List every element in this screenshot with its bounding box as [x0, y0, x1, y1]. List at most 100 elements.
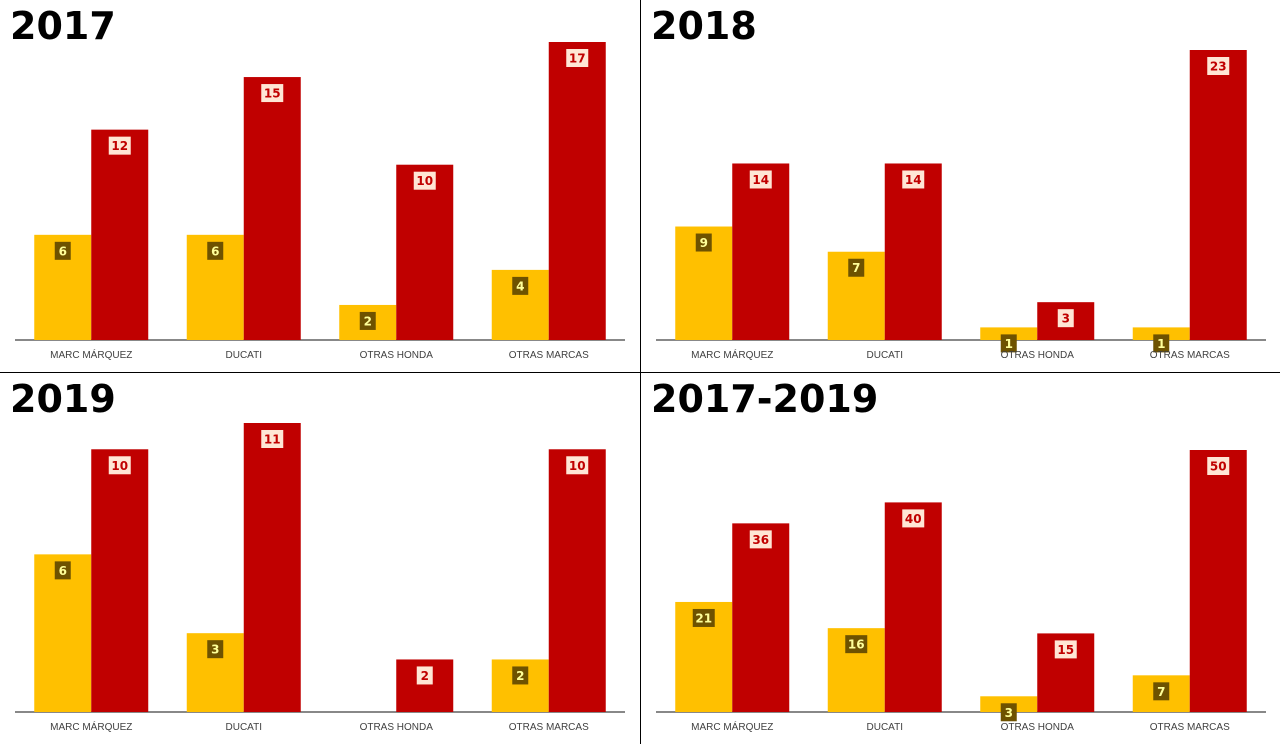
data-label-background [1000, 703, 1017, 722]
data-label-background [848, 258, 865, 277]
category-label: OTRAS MARCAS [1150, 722, 1230, 733]
data-label: 3 [1005, 706, 1013, 720]
data-label-background [695, 233, 712, 252]
bar-red [1189, 50, 1247, 340]
data-label-background [413, 171, 436, 190]
bar-red [884, 163, 942, 340]
data-label: 9 [700, 236, 708, 250]
data-label-background [54, 561, 71, 580]
category-label: OTRAS HONDA [1001, 350, 1075, 361]
data-label: 10 [111, 459, 128, 473]
data-label-background [512, 276, 529, 295]
category-label: OTRAS MARCAS [509, 350, 589, 361]
bar-red [732, 163, 790, 340]
data-label-background [566, 49, 589, 67]
bar-red [548, 42, 606, 340]
data-label-background [1153, 334, 1170, 353]
data-label: 36 [752, 533, 769, 547]
data-label: 2 [516, 669, 524, 683]
bar-yellow [1132, 327, 1190, 340]
chart-panel-2017: 2017 6 12 MARC MÁRQUEZ 6 15 DUCATI 2 10 OTRAS HO… [0, 0, 640, 372]
data-label-background [54, 241, 71, 260]
data-label: 10 [416, 174, 433, 188]
bar-chart: 6 10 MARC MÁRQUEZ 3 11 DUCATI 2 OTRAS HONDA 2 10 O… [15, 423, 625, 733]
data-label: 3 [211, 643, 219, 657]
data-label: 3 [1062, 312, 1070, 326]
bar-red [884, 502, 942, 712]
bar-red [548, 449, 606, 712]
category-label: MARC MÁRQUEZ [50, 348, 132, 361]
bar-red [243, 77, 301, 340]
bar-yellow [34, 554, 92, 712]
panel-divider-horizontal [0, 372, 1280, 373]
chart-title: 2017 [10, 4, 116, 48]
data-label: 11 [264, 433, 281, 447]
chart-panel-2019: 2019 6 10 MARC MÁRQUEZ 3 11 DUCATI 2 OTRAS HOND… [0, 373, 640, 745]
data-label: 12 [111, 139, 128, 153]
data-label-background [845, 635, 868, 654]
category-label: MARC MÁRQUEZ [50, 720, 132, 733]
data-label: 6 [59, 244, 67, 258]
bar-chart: 6 12 MARC MÁRQUEZ 6 15 DUCATI 2 10 OTRAS HONDA 4 1… [15, 42, 625, 361]
data-label: 7 [852, 261, 860, 275]
data-label-background [1000, 334, 1017, 353]
data-label: 40 [905, 512, 922, 526]
data-label-background [902, 509, 925, 528]
data-label-background [207, 640, 224, 659]
data-label-background [1057, 309, 1074, 328]
data-label-background [1054, 640, 1077, 659]
bar-red [1189, 450, 1247, 712]
data-label: 17 [569, 52, 586, 66]
data-label-background [261, 84, 284, 103]
data-label: 15 [1057, 643, 1074, 657]
data-label-background [1153, 682, 1170, 701]
category-label: OTRAS MARCAS [509, 722, 589, 733]
data-label-background [902, 170, 925, 189]
data-label-background [359, 311, 376, 330]
category-label: DUCATI [226, 722, 262, 733]
data-label: 10 [569, 459, 586, 473]
data-label-background [207, 241, 224, 260]
data-label: 1 [1005, 337, 1013, 351]
data-label-background [566, 456, 589, 475]
chart-title: 2019 [10, 377, 116, 421]
data-label-background [416, 666, 433, 685]
data-label-background [108, 456, 131, 475]
data-label: 7 [1157, 685, 1165, 699]
bar-red [243, 423, 301, 712]
bar-yellow [980, 327, 1038, 340]
data-label: 2 [421, 669, 429, 683]
category-label: OTRAS MARCAS [1150, 350, 1230, 361]
category-label: OTRAS HONDA [1001, 722, 1075, 733]
category-label: DUCATI [867, 722, 903, 733]
data-label-background [692, 608, 715, 627]
data-label: 50 [1210, 460, 1227, 474]
data-label: 14 [905, 173, 922, 187]
data-label: 23 [1210, 60, 1227, 74]
category-label: DUCATI [867, 350, 903, 361]
category-label: MARC MÁRQUEZ [691, 348, 773, 361]
bar-red [91, 449, 149, 712]
category-label: DUCATI [226, 350, 262, 361]
data-label-background [512, 666, 529, 685]
data-label: 4 [516, 279, 524, 293]
data-label: 16 [848, 638, 865, 652]
bar-red [91, 129, 149, 340]
bar-red [396, 164, 454, 340]
data-label: 1 [1157, 337, 1165, 351]
bar-chart: 21 36 MARC MÁRQUEZ 16 40 DUCATI 3 15 OTRAS HONDA… [656, 450, 1266, 733]
data-label: 21 [695, 611, 712, 625]
data-label-background [1207, 57, 1230, 75]
data-label-background [1207, 457, 1230, 475]
data-label: 6 [59, 564, 67, 578]
chart-title: 2017-2019 [651, 377, 879, 421]
data-label: 14 [752, 173, 769, 187]
chart-panel-2017-2019: 2017-2019 21 36 MARC MÁRQUEZ 16 40 DUCATI 3 15 O… [641, 373, 1280, 745]
category-label: OTRAS HONDA [360, 722, 434, 733]
data-label: 2 [364, 314, 372, 328]
data-label: 6 [211, 244, 219, 258]
data-label-background [749, 170, 772, 189]
category-label: MARC MÁRQUEZ [691, 720, 773, 733]
data-label-background [108, 136, 131, 155]
